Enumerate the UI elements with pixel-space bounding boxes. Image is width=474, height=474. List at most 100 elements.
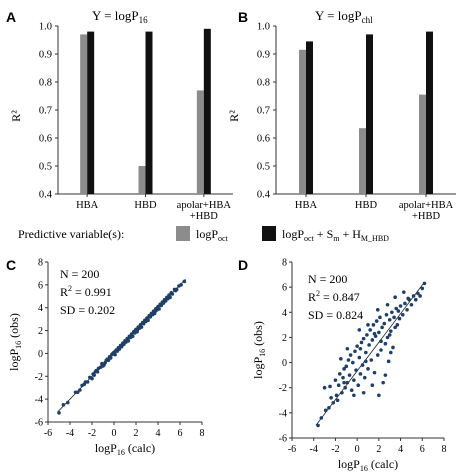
chart-d-point	[377, 330, 381, 335]
chart-d-point	[365, 333, 369, 337]
chart-c-x-tick-label: -6	[44, 428, 52, 439]
chart-d-point	[387, 318, 392, 322]
chart-b-y-tick-label: 0.7	[257, 106, 270, 117]
chart-b-category-label: apolar+HBA	[399, 200, 454, 211]
panel-c-stat-sd: SD = 0.202	[60, 303, 115, 317]
chart-a-y-tick-label: 0.7	[39, 106, 52, 117]
chart-d-point	[385, 335, 390, 340]
chart-c-point	[66, 400, 70, 405]
chart-a-y-tick-label: 0.9	[39, 50, 52, 61]
panel-letter-d: D	[238, 257, 248, 273]
chart-d-point	[323, 408, 328, 413]
chart-d-x-tick-label: 4	[398, 444, 403, 455]
chart-c-point	[61, 403, 66, 407]
chart-d-point	[334, 393, 339, 398]
chart-c-point	[155, 307, 160, 311]
chart-d-point	[368, 328, 372, 332]
chart-a-bar-logp-oct	[196, 90, 204, 194]
chart-d-y-label: logP16 (obs)	[251, 321, 267, 379]
chart-d-point	[387, 333, 392, 337]
chart-d-x-tick-label: -2	[331, 444, 339, 455]
chart-c-point	[102, 363, 106, 367]
panel-c-stat-r2-sup: 2	[68, 284, 72, 293]
chart-d-point	[393, 295, 397, 300]
chart-d-point	[335, 398, 340, 403]
chart-d-point	[328, 384, 332, 389]
chart-d-point	[396, 309, 401, 313]
panel-d-stat-sd: SD = 0.824	[308, 308, 363, 322]
chart-d-point	[411, 294, 416, 298]
chart-c-y-tick-label: 4	[38, 303, 43, 314]
chart-c-y-label: logP16 (obs)	[7, 313, 23, 371]
chart-d-point	[420, 286, 425, 291]
chart-c-point	[130, 334, 135, 339]
chart-d-y-tick-label: 2	[282, 333, 287, 344]
chart-d-y-tick-label: 8	[282, 258, 287, 269]
chart-c-point	[57, 411, 61, 415]
chart-d-point	[319, 416, 324, 420]
panel-d-stat-r2: R2 = 0.847	[308, 289, 360, 304]
chart-b-bar-logp-full	[306, 41, 313, 195]
chart-d-point	[349, 388, 354, 393]
legend-item2-part1: logP	[282, 227, 304, 241]
chart-c-y-tick-label: -4	[35, 395, 43, 406]
chart-d-point	[375, 307, 380, 312]
chart-b-bar-logp-oct	[299, 49, 306, 194]
chart-b-category-label: +HBD	[412, 211, 441, 222]
chart-d-point	[379, 348, 383, 352]
chart-d-point	[380, 325, 384, 330]
chart-d-point	[339, 357, 343, 361]
panel-c-stat-r2: R2 = 0.991	[60, 284, 112, 299]
chart-c-point	[179, 283, 183, 287]
chart-c-point	[148, 315, 153, 319]
chart-d-point	[384, 313, 389, 317]
chart-b-category-label: HBA	[295, 200, 318, 211]
panel-a-title-sub: 16	[139, 15, 149, 25]
chart-c-x-tick-label: 8	[200, 428, 205, 439]
chart-c-point	[125, 337, 130, 342]
chart-c-point	[153, 309, 158, 313]
chart-d-point	[358, 372, 363, 376]
chart-d-point	[347, 373, 352, 377]
legend-item2-part5: + H	[339, 227, 361, 241]
chart-d-point	[337, 372, 342, 376]
bar-chart-b: 0.4 0.5 0.6 0.7 0.8 0.9 1.0 R² HBA HBD apolar+HBA+…	[227, 22, 456, 222]
chart-c-x-tick-label: -2	[88, 428, 96, 439]
chart-d-point	[383, 373, 388, 377]
chart-d-point	[378, 315, 382, 320]
chart-c-point	[170, 292, 175, 296]
chart-d-point	[422, 281, 427, 286]
legend-item2-part3: + S	[314, 227, 333, 241]
chart-d-point	[358, 346, 363, 351]
panel-d-stat-r2-base: R	[308, 290, 316, 304]
chart-d-y-tick-label: -4	[279, 408, 287, 419]
chart-c-point	[108, 356, 113, 360]
chart-d-point	[377, 393, 381, 398]
chart-c-point	[123, 340, 128, 344]
chart-d-x-tick-label: 6	[420, 444, 425, 455]
chart-c-y-tick-label: 0	[38, 349, 43, 360]
chart-d-point	[393, 325, 397, 330]
chart-c-x-tick-label: -4	[66, 428, 74, 439]
chart-c-point	[75, 390, 80, 395]
chart-b-y-tick-label: 0.9	[257, 50, 270, 61]
chart-b-category-label: HBD	[355, 200, 378, 211]
chart-d-y-tick-label: -2	[279, 383, 287, 394]
scatter-chart-c: -6 -4 -2 0 2 4 6 8 -6 -4 -2 0 2 4 6 8 logP16 (calc) logP1…	[7, 258, 205, 458]
chart-d-point	[361, 336, 366, 341]
chart-a-bar-logp-full	[87, 31, 95, 194]
chart-c-point	[82, 382, 87, 387]
chart-d-point	[359, 340, 364, 345]
chart-d-point	[374, 319, 379, 323]
chart-d-point	[329, 395, 333, 400]
panel-a-title: Y = logP16	[92, 8, 148, 25]
chart-d-point	[346, 358, 351, 362]
chart-d-point	[341, 375, 345, 380]
chart-d-point	[355, 344, 359, 349]
chart-c-point	[168, 295, 172, 300]
chart-d-x-tick-label: 2	[376, 444, 381, 455]
chart-b-bar-logp-oct	[359, 128, 366, 194]
chart-d-point	[353, 349, 357, 354]
chart-d-point	[367, 343, 371, 347]
